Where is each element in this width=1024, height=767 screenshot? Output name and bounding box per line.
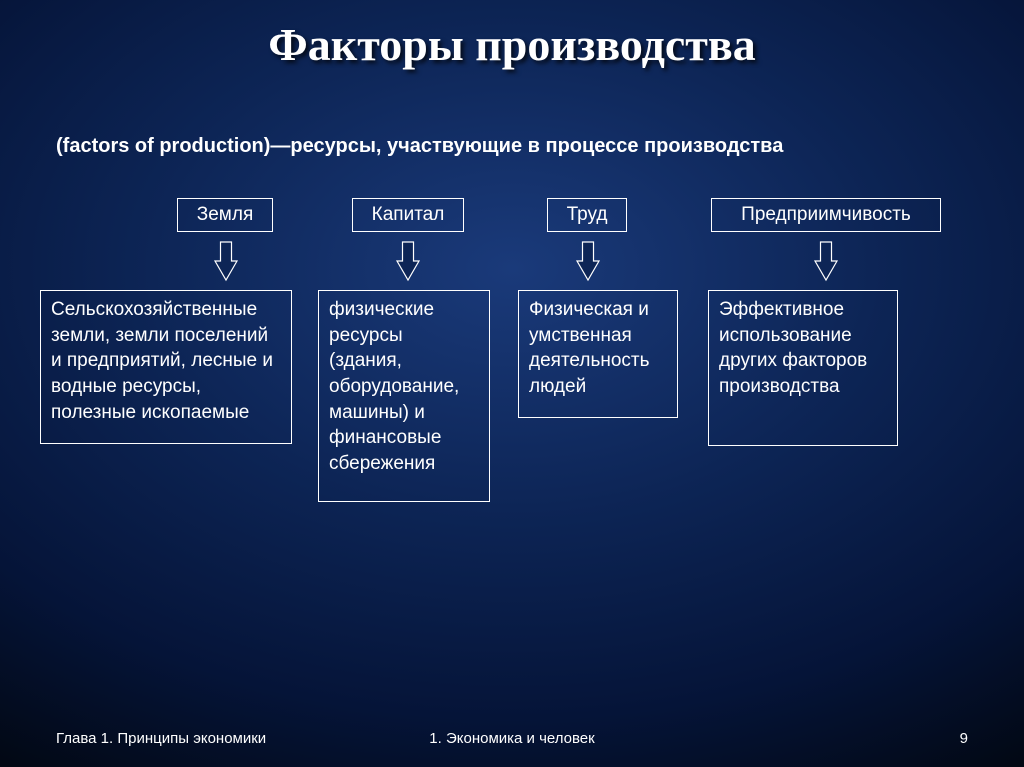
down-arrow-icon xyxy=(390,240,426,284)
factor-label-box: Предприимчивость xyxy=(711,198,941,232)
factor-desc-box: Сельскохозяйственные земли, земли поселе… xyxy=(40,290,292,444)
factor-desc-box: физические ресурсы (здания, оборудование… xyxy=(318,290,490,502)
down-arrow-icon xyxy=(808,240,844,284)
slide-title: Факторы производства xyxy=(0,0,1024,71)
down-arrow-icon xyxy=(570,240,606,284)
factor-desc-box: Эффективное использование других факторо… xyxy=(708,290,898,446)
footer-right: 9 xyxy=(960,730,968,747)
factor-label-box: Земля xyxy=(177,198,273,232)
slide-subtitle: (factors of production)—ресурсы, участву… xyxy=(56,135,783,158)
factor-label-box: Капитал xyxy=(352,198,464,232)
factor-desc-box: Физическая и умственная деятельность люд… xyxy=(518,290,678,418)
factor-label-box: Труд xyxy=(547,198,627,232)
down-arrow-icon xyxy=(208,240,244,284)
footer-center: 1. Экономика и человек xyxy=(0,730,1024,747)
